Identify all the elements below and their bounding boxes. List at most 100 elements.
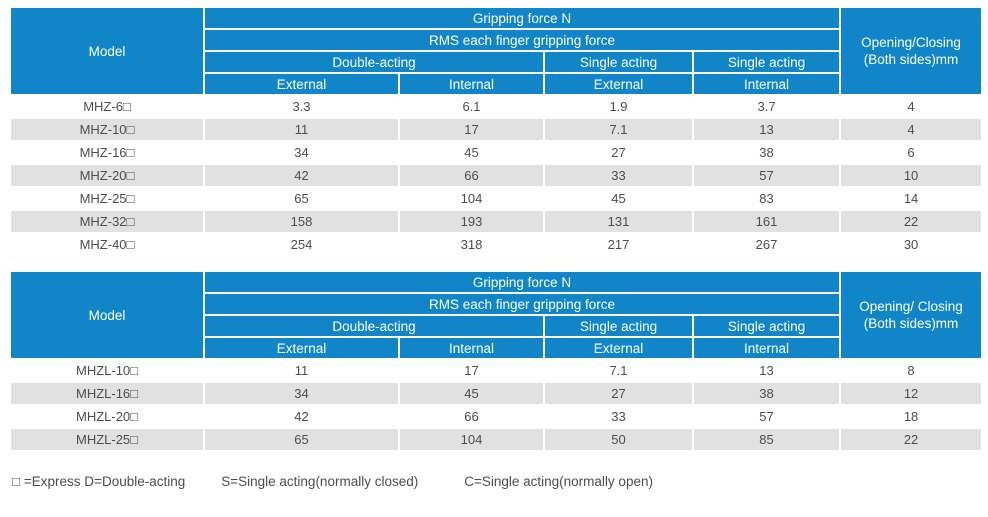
mhzl-sa-external-header: External (545, 338, 692, 358)
da-int-cell: 45 (400, 383, 543, 404)
model-cell: MHZL-10□ (11, 360, 203, 381)
sa-int-cell: 85 (694, 429, 840, 450)
mhz-sa-external-header: External (545, 74, 692, 94)
table-row: MHZL-10□ 11 17 7.1 13 8 (11, 360, 982, 381)
model-cell: MHZL-16□ (11, 383, 203, 404)
sa-ext-cell: 33 (545, 165, 692, 186)
model-cell: MHZ-20□ (11, 165, 203, 186)
opening-cell: 14 (841, 188, 982, 209)
table-row: MHZ-20□ 42 66 33 57 10 (11, 165, 982, 186)
opening-cell: 30 (841, 234, 982, 255)
mhz-da-external-header: External (205, 74, 398, 94)
model-cell: MHZ-32□ (11, 211, 203, 232)
table-row: MHZL-16□ 34 45 27 38 12 (11, 383, 982, 404)
sa-ext-cell: 27 (545, 142, 692, 163)
opening-cell: 8 (841, 360, 982, 381)
mhzl-double-acting-header: Double-acting (205, 316, 543, 336)
da-int-cell: 104 (400, 188, 543, 209)
table-row: MHZ-10□ 11 17 7.1 13 4 (11, 119, 982, 140)
da-ext-cell: 11 (205, 119, 398, 140)
opening-cell: 4 (841, 119, 982, 140)
mhz-da-internal-header: Internal (400, 74, 543, 94)
mhz-double-acting-header: Double-acting (205, 52, 543, 72)
da-int-cell: 66 (400, 165, 543, 186)
sa-ext-cell: 45 (545, 188, 692, 209)
sa-int-cell: 3.7 (694, 96, 840, 117)
sa-int-cell: 57 (694, 165, 840, 186)
mhz-gripping-force-header: Gripping force N (205, 8, 840, 28)
sa-int-cell: 83 (694, 188, 840, 209)
da-ext-cell: 158 (205, 211, 398, 232)
da-ext-cell: 42 (205, 165, 398, 186)
mhzl-single-acting-header-1: Single acting (545, 316, 692, 336)
da-ext-cell: 42 (205, 406, 398, 427)
mhzl-opening-closing-header: Opening/ Closing (Both sides)mm (841, 272, 982, 358)
da-int-cell: 66 (400, 406, 543, 427)
legend-express: □ =Express D=Double-acting (12, 474, 186, 489)
da-ext-cell: 254 (205, 234, 398, 255)
da-int-cell: 318 (400, 234, 543, 255)
model-cell: MHZ-40□ (11, 234, 203, 255)
da-int-cell: 193 (400, 211, 543, 232)
table-row: MHZ-32□ 158 193 131 161 22 (11, 211, 982, 232)
da-int-cell: 104 (400, 429, 543, 450)
sa-int-cell: 267 (694, 234, 840, 255)
da-ext-cell: 34 (205, 142, 398, 163)
model-cell: MHZ-25□ (11, 188, 203, 209)
da-ext-cell: 11 (205, 360, 398, 381)
mhz-sa-internal-header: Internal (694, 74, 840, 94)
da-int-cell: 17 (400, 119, 543, 140)
opening-cell: 10 (841, 165, 982, 186)
model-cell: MHZ-16□ (11, 142, 203, 163)
sa-ext-cell: 1.9 (545, 96, 692, 117)
table-row: MHZ-6□ 3.3 6.1 1.9 3.7 4 (11, 96, 982, 117)
da-int-cell: 45 (400, 142, 543, 163)
mhz-single-acting-header-2: Single acting (694, 52, 840, 72)
sa-int-cell: 38 (694, 383, 840, 404)
mhz-spec-table: Model Gripping force N Opening/Closing (… (9, 6, 983, 257)
mhzl-gripping-force-header: Gripping force N (205, 272, 840, 292)
table-row: MHZ-40□ 254 318 217 267 30 (11, 234, 982, 255)
model-cell: MHZ-6□ (11, 96, 203, 117)
sa-ext-cell: 50 (545, 429, 692, 450)
sa-int-cell: 161 (694, 211, 840, 232)
mhz-opening-closing-header: Opening/Closing (Both sides)mm (841, 8, 982, 94)
legend-footnote: □ =Express D=Double-acting S=Single acti… (9, 474, 979, 489)
model-cell: MHZL-20□ (11, 406, 203, 427)
opening-cell: 4 (841, 96, 982, 117)
model-cell: MHZ-10□ (11, 119, 203, 140)
sa-ext-cell: 7.1 (545, 119, 692, 140)
mhzl-spec-table: Model Gripping force N Opening/ Closing … (9, 270, 983, 452)
table-row: MHZL-20□ 42 66 33 57 18 (11, 406, 982, 427)
mhzl-da-external-header: External (205, 338, 398, 358)
da-ext-cell: 65 (205, 429, 398, 450)
legend-single-closed: S=Single acting(normally closed) (221, 474, 419, 489)
opening-cell: 18 (841, 406, 982, 427)
mhz-rms-header: RMS each finger gripping force (205, 30, 840, 50)
opening-cell: 6 (841, 142, 982, 163)
mhz-model-header: Model (11, 8, 203, 94)
da-int-cell: 17 (400, 360, 543, 381)
legend-single-open: C=Single acting(normally open) (464, 474, 653, 489)
sa-int-cell: 13 (694, 119, 840, 140)
opening-cell: 12 (841, 383, 982, 404)
da-ext-cell: 65 (205, 188, 398, 209)
mhz-single-acting-header-1: Single acting (545, 52, 692, 72)
table-row: MHZ-25□ 65 104 45 83 14 (11, 188, 982, 209)
sa-ext-cell: 27 (545, 383, 692, 404)
sa-int-cell: 57 (694, 406, 840, 427)
mhzl-sa-internal-header: Internal (694, 338, 840, 358)
mhzl-single-acting-header-2: Single acting (694, 316, 840, 336)
sa-ext-cell: 217 (545, 234, 692, 255)
sa-int-cell: 38 (694, 142, 840, 163)
mhzl-da-internal-header: Internal (400, 338, 543, 358)
da-ext-cell: 34 (205, 383, 398, 404)
opening-cell: 22 (841, 429, 982, 450)
sa-ext-cell: 7.1 (545, 360, 692, 381)
da-int-cell: 6.1 (400, 96, 543, 117)
da-ext-cell: 3.3 (205, 96, 398, 117)
opening-cell: 22 (841, 211, 982, 232)
table-row: MHZ-16□ 34 45 27 38 6 (11, 142, 982, 163)
sa-ext-cell: 33 (545, 406, 692, 427)
